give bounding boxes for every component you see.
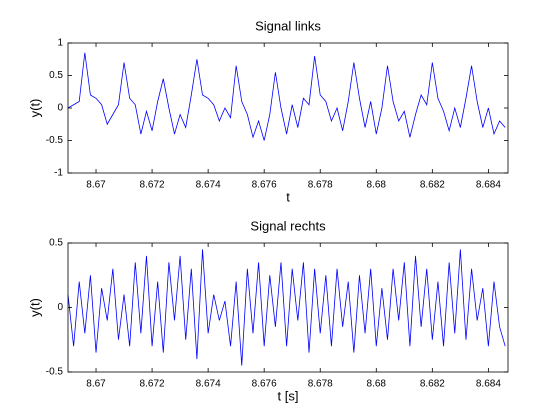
x-tick-label: 8.67 — [86, 180, 106, 191]
x-tick-label: 8.678 — [308, 379, 333, 390]
y-axis-label: y(t) — [27, 99, 42, 118]
x-tick-label: 8.68 — [367, 180, 387, 191]
x-tick-label: 8.67 — [86, 379, 106, 390]
y-tick-label: 0.5 — [49, 238, 63, 249]
signal-line — [67, 52, 506, 141]
x-tick-label: 8.684 — [476, 180, 501, 191]
y-tick-label: 1 — [57, 38, 63, 49]
chart-title: Signal links — [255, 18, 321, 33]
x-tick-label: 8.684 — [476, 379, 501, 390]
x-tick-label: 8.674 — [196, 379, 221, 390]
x-tick-label: 8.672 — [140, 379, 165, 390]
plot-area — [68, 243, 508, 372]
y-tick-label: -0.5 — [46, 135, 64, 146]
x-tick-label: 8.68 — [367, 379, 387, 390]
x-axis-label: t [s] — [278, 388, 299, 403]
plot-area — [68, 43, 508, 173]
x-tick-label: 8.676 — [252, 180, 277, 191]
signal-line — [67, 249, 506, 366]
x-axis-label: t — [286, 189, 290, 204]
x-tick-label: 8.678 — [308, 180, 333, 191]
chart-title: Signal rechts — [250, 218, 326, 233]
y-tick-label: -1 — [54, 168, 63, 179]
y-tick-label: 0 — [57, 103, 63, 114]
x-tick-label: 8.676 — [252, 379, 277, 390]
y-axis-label: y(t) — [27, 298, 42, 317]
y-tick-label: 0.5 — [49, 70, 63, 81]
x-tick-label: 8.682 — [420, 379, 445, 390]
x-tick-label: 8.672 — [140, 180, 165, 191]
y-tick-label: -0.5 — [46, 367, 64, 378]
x-tick-label: 8.682 — [420, 180, 445, 191]
x-tick-label: 8.674 — [196, 180, 221, 191]
y-tick-label: 0 — [57, 302, 63, 313]
